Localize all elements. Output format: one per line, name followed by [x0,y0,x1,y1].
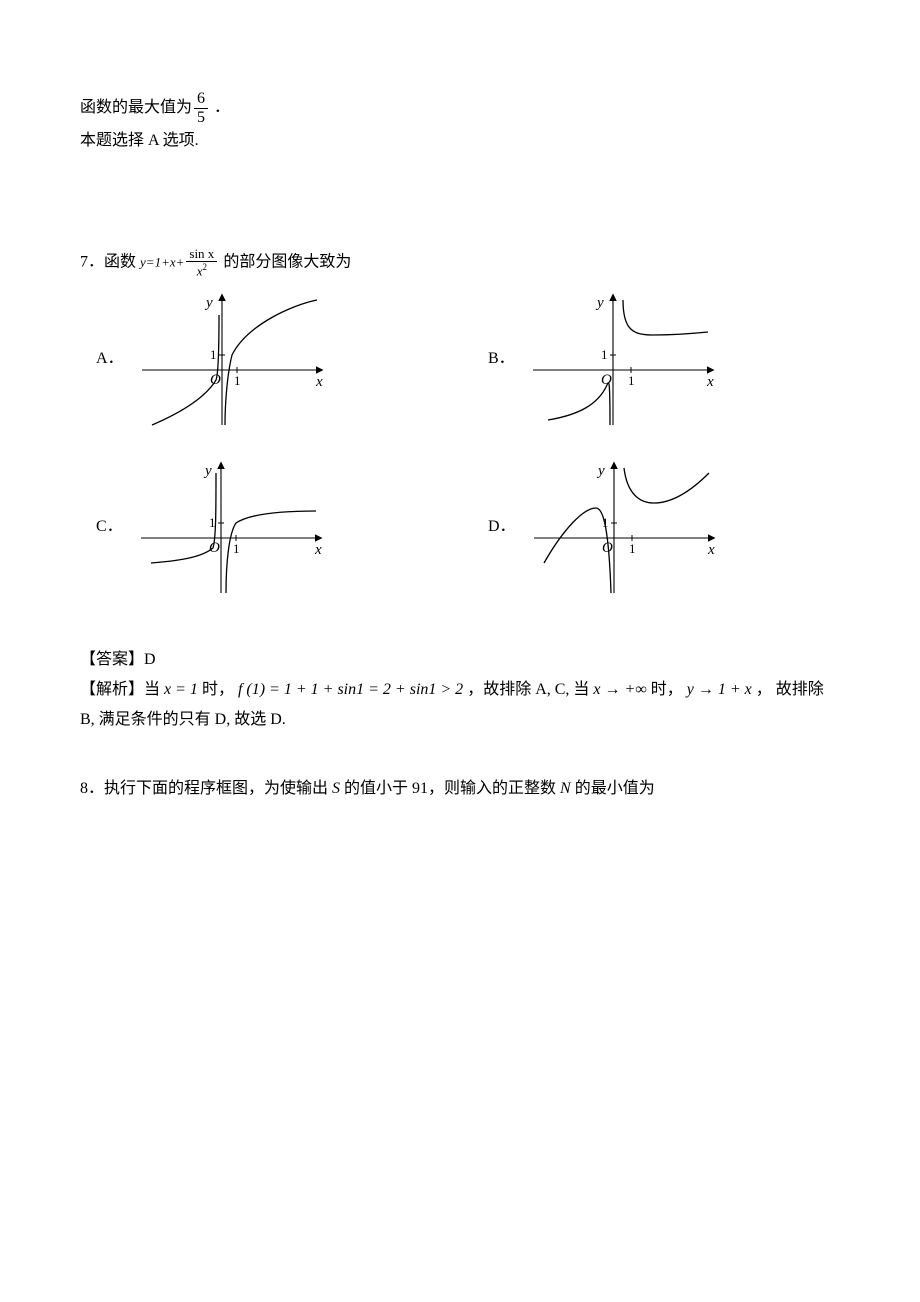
q6-tail-suffix: ． [210,99,230,116]
choice-a: A．Oxy11 [96,285,448,435]
q7-number: 7． [80,253,104,270]
svg-text:1: 1 [601,347,608,362]
q7-stem: 7．函数 y=1+x+sin xx2 的部分图像大致为 [80,247,840,279]
svg-text:1: 1 [233,541,240,556]
q6-tail-line2: 本题选择 A 选项. [80,126,840,156]
choice-label: D． [488,512,516,542]
q6-tail-line1: 函数的最大值为65 ． [80,90,840,126]
svg-text:x: x [706,374,714,390]
q7-stem-prefix: 函数 [104,253,140,270]
svg-text:x: x [314,542,322,558]
choice-d: D．Oxy11 [488,453,840,603]
spacer [80,607,840,645]
q8-stem: 8．执行下面的程序框图，为使输出 S 的值小于 91，则输入的正整数 N 的最小… [80,774,840,804]
q7-frac: sin xx2 [186,247,217,279]
graph-plot: Oxy11 [132,285,332,435]
graph-plot: Oxy11 [524,453,724,603]
choice-b: B．Oxy11 [488,285,840,435]
svg-text:y: y [203,463,212,479]
graph-plot: Oxy11 [523,285,723,435]
choice-label: A． [96,344,124,374]
svg-text:1: 1 [628,373,635,388]
q7-analysis-line1: 【解析】当 x = 1 时， f (1) = 1 + 1 + sin1 = 2 … [80,675,840,705]
choice-label: B． [488,344,515,374]
q7-analysis-line2: B, 满足条件的只有 D, 故选 D. [80,705,840,735]
svg-text:y: y [595,295,604,311]
graph-plot: Oxy11 [131,453,331,603]
q8-number: 8． [80,780,104,797]
q7-stem-suffix: 的部分图像大致为 [219,253,351,270]
analysis-label: 【解析】 [80,681,144,698]
svg-text:y: y [204,295,213,311]
choice-label: C． [96,512,123,542]
svg-text:1: 1 [234,373,241,388]
q6-tail-frac: 65 [194,90,208,126]
svg-text:x: x [315,374,323,390]
svg-text:x: x [707,542,715,558]
q7-choices: A．Oxy11B．Oxy11C．Oxy11D．Oxy11 [96,285,840,603]
spacer [80,736,840,774]
spacer [80,157,840,247]
answer-value: D [144,651,156,668]
choice-c: C．Oxy11 [96,453,448,603]
svg-text:y: y [596,463,605,479]
q7-expr-lhs: y=1+x+ [140,254,184,269]
q6-tail-prefix: 函数的最大值为 [80,99,192,116]
svg-text:1: 1 [210,347,217,362]
svg-text:1: 1 [629,541,636,556]
q7-answer: 【答案】D [80,645,840,675]
answer-label: 【答案】 [80,651,144,668]
